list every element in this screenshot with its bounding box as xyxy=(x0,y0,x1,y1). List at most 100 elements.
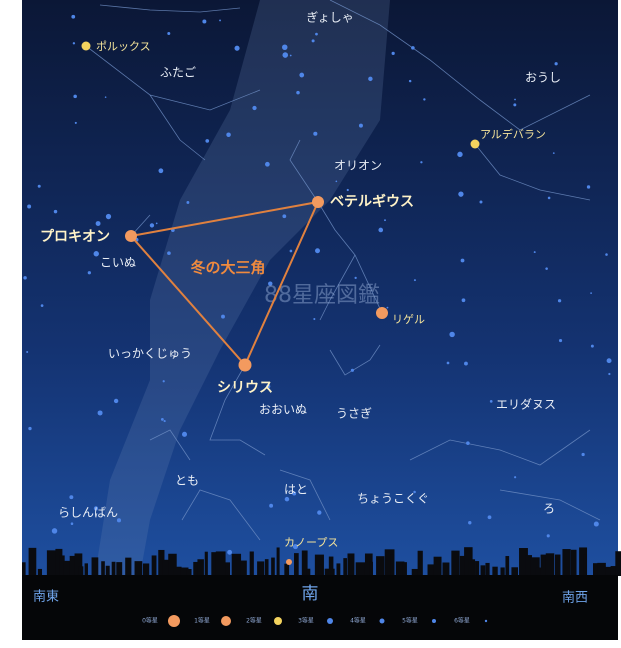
legend-label: 6等星 xyxy=(454,617,470,625)
building xyxy=(500,567,504,576)
star xyxy=(71,522,74,525)
legend-label: 5等星 xyxy=(402,617,418,625)
star xyxy=(73,95,77,99)
legend-dot xyxy=(221,616,231,626)
star xyxy=(167,32,170,35)
legend-label: 2等星 xyxy=(246,617,262,625)
star xyxy=(594,522,599,527)
star xyxy=(464,362,468,366)
star xyxy=(553,152,555,154)
constellation-label: いっかくじゅう xyxy=(108,347,192,361)
star xyxy=(226,133,231,138)
constellation-label: エリダヌス xyxy=(496,397,556,412)
building xyxy=(555,555,560,576)
star xyxy=(296,91,300,95)
star xyxy=(378,228,383,233)
star xyxy=(186,201,189,204)
star xyxy=(88,271,91,274)
building xyxy=(329,557,334,576)
building xyxy=(271,558,275,576)
building xyxy=(257,561,264,576)
star xyxy=(335,180,337,182)
building xyxy=(38,569,42,576)
constellation-label: らしんばん xyxy=(58,506,118,520)
building xyxy=(187,569,192,576)
building xyxy=(284,564,289,576)
building xyxy=(369,562,373,576)
direction: 南 xyxy=(302,584,319,604)
star xyxy=(387,307,389,309)
star xyxy=(23,276,26,279)
building xyxy=(319,565,322,576)
constellation-label: ぎょしゃ xyxy=(306,11,353,25)
star-label: リゲル xyxy=(392,313,425,326)
star xyxy=(368,77,372,81)
constellation-label: うさぎ xyxy=(336,407,372,421)
star xyxy=(73,42,75,44)
star xyxy=(105,96,107,98)
watermark: 88星座図鑑 xyxy=(264,283,380,308)
star xyxy=(409,80,411,82)
legend-dot xyxy=(168,615,180,627)
building xyxy=(85,563,88,576)
constellation-label: ふたご xyxy=(160,65,196,80)
star xyxy=(219,19,221,21)
building xyxy=(511,567,518,576)
constellation-label: おうし xyxy=(525,71,561,85)
star xyxy=(156,223,158,225)
building xyxy=(241,561,247,576)
star xyxy=(290,250,293,253)
building xyxy=(116,562,122,576)
building xyxy=(125,558,131,576)
star xyxy=(559,339,562,342)
building xyxy=(571,550,577,576)
star xyxy=(547,534,550,537)
constellation-label: とも xyxy=(175,474,199,488)
star xyxy=(354,277,356,279)
star xyxy=(555,62,558,65)
star xyxy=(94,251,99,256)
star-label: プロキオン xyxy=(40,229,110,245)
building xyxy=(306,569,310,576)
star xyxy=(458,191,463,196)
star xyxy=(158,168,163,173)
building xyxy=(434,557,442,576)
building xyxy=(492,567,497,576)
star xyxy=(27,205,31,209)
star xyxy=(468,521,471,524)
star xyxy=(479,200,482,203)
star xyxy=(423,98,425,100)
legend-label: 0等星 xyxy=(142,617,158,625)
legend-dot xyxy=(380,619,385,624)
constellation-label: おおいぬ xyxy=(259,403,307,417)
building xyxy=(197,559,203,576)
building xyxy=(294,553,299,576)
building xyxy=(106,566,110,576)
star xyxy=(414,279,416,281)
legend-label: 3等星 xyxy=(298,617,314,625)
building xyxy=(418,551,423,576)
star-label: ポルックス xyxy=(96,40,151,53)
star xyxy=(313,132,317,136)
constellation-label: ろ xyxy=(543,502,555,516)
star xyxy=(269,504,273,508)
star xyxy=(234,46,239,51)
legend-dot xyxy=(327,618,333,624)
star xyxy=(590,292,592,294)
star xyxy=(54,210,57,213)
star xyxy=(282,214,286,218)
building xyxy=(47,550,57,576)
star xyxy=(282,45,287,50)
building xyxy=(356,562,366,576)
star-map: 88星座図鑑 冬の大三角 ぎょしゃふたごおうしオリオンこいぬいっかくじゅうおおい… xyxy=(0,0,621,648)
star xyxy=(607,358,612,363)
star xyxy=(161,418,164,421)
building xyxy=(469,559,475,576)
building xyxy=(583,555,587,576)
star xyxy=(282,52,288,58)
star xyxy=(98,410,103,415)
star xyxy=(114,399,118,403)
star xyxy=(447,362,450,365)
star xyxy=(167,251,171,255)
star xyxy=(315,248,320,253)
